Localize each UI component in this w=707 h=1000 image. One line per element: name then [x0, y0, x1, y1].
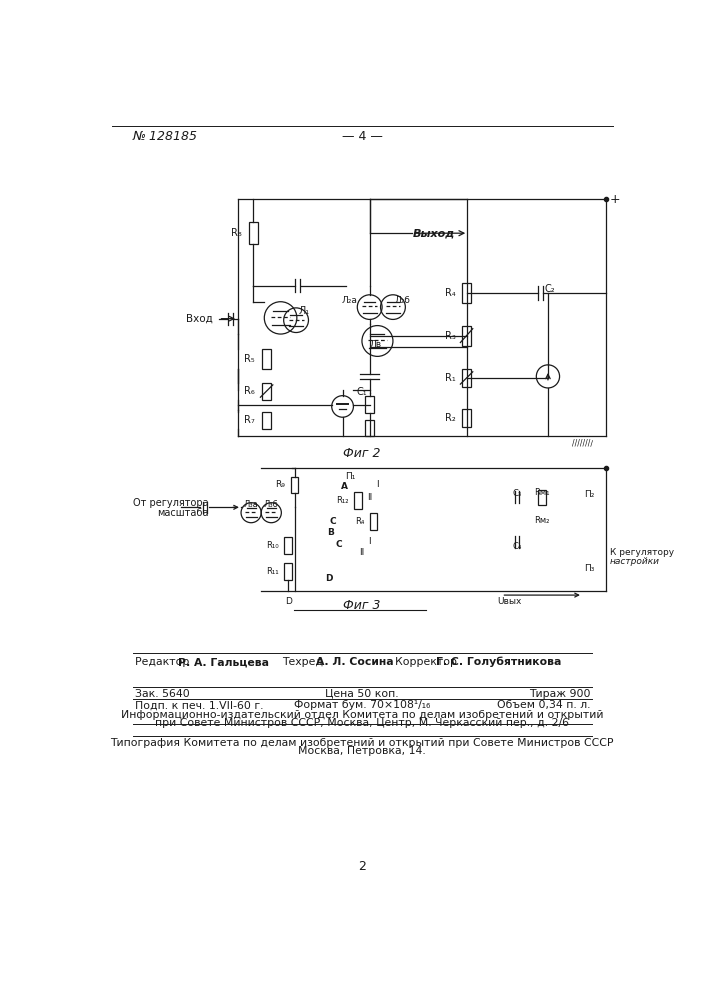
- Text: Лв: Лв: [370, 340, 382, 349]
- Text: II: II: [367, 493, 373, 502]
- Text: D: D: [285, 597, 292, 606]
- Text: Редактор: Редактор: [135, 657, 193, 667]
- Bar: [366, 396, 374, 413]
- Text: П₂: П₂: [584, 490, 594, 499]
- Text: Л₃б: Л₃б: [264, 500, 279, 509]
- Bar: [462, 283, 471, 303]
- Bar: [370, 513, 378, 530]
- Text: масштаба: масштаба: [157, 508, 209, 518]
- Text: R₄: R₄: [445, 288, 456, 298]
- Text: От регулятора: От регулятора: [133, 498, 209, 508]
- Text: I: I: [376, 480, 379, 489]
- Text: Объем 0,34 п. л.: Объем 0,34 п. л.: [497, 700, 590, 710]
- Text: D: D: [325, 574, 332, 583]
- Bar: [366, 420, 374, 436]
- Text: Л₂а: Л₂а: [341, 296, 357, 305]
- Text: Корректор: Корректор: [395, 657, 460, 667]
- Text: Типография Комитета по делам изобретений и открытий при Совете Министров СССР: Типография Комитета по делам изобретений…: [110, 738, 614, 748]
- Bar: [291, 477, 298, 493]
- Bar: [262, 349, 271, 369]
- Text: R₂: R₂: [445, 413, 456, 423]
- Text: +: +: [610, 193, 621, 206]
- Text: R₄: R₄: [355, 517, 364, 526]
- Text: R₃: R₃: [445, 331, 456, 341]
- Text: Г. С. Голубятникова: Г. С. Голубятникова: [436, 657, 562, 667]
- Text: R₁: R₁: [445, 373, 456, 383]
- Bar: [284, 537, 292, 554]
- Text: Вход: Вход: [187, 314, 213, 324]
- Text: Формат бум. 70×108¹/₁₆: Формат бум. 70×108¹/₁₆: [294, 700, 430, 710]
- Text: R₁₁: R₁₁: [267, 567, 279, 576]
- Text: настройки: настройки: [610, 557, 660, 566]
- Bar: [354, 492, 362, 509]
- Text: Rм₂: Rм₂: [534, 516, 549, 525]
- Text: C₂: C₂: [544, 284, 555, 294]
- Text: Л₁: Л₁: [298, 306, 310, 316]
- Text: Информационно-издательский отдел Комитета по делам изобретений и открытий: Информационно-издательский отдел Комитет…: [121, 710, 603, 720]
- Bar: [262, 412, 271, 429]
- Text: Л₃а: Л₃а: [244, 500, 259, 509]
- Text: R₈: R₈: [231, 228, 242, 238]
- Text: A: A: [341, 482, 349, 491]
- Text: Л₂б: Л₂б: [395, 296, 410, 305]
- Text: — 4 —: — 4 —: [341, 130, 382, 143]
- Bar: [462, 409, 471, 427]
- Text: C₄: C₄: [513, 542, 522, 551]
- Text: Фиг 2: Фиг 2: [343, 447, 380, 460]
- Text: П₁: П₁: [345, 472, 356, 481]
- Text: П₃: П₃: [584, 564, 594, 573]
- Text: Зак. 5640: Зак. 5640: [135, 689, 189, 699]
- Text: при Совете Министров СССР, Москва, Центр, М. Черкасский пер., д. 2/6: при Совете Министров СССР, Москва, Центр…: [155, 718, 569, 728]
- Text: R₁₂: R₁₂: [337, 496, 349, 505]
- Text: C: C: [335, 540, 342, 549]
- Text: А. Л. Сосина: А. Л. Сосина: [316, 657, 394, 667]
- Text: Р. А. Гальцева: Р. А. Гальцева: [177, 657, 269, 667]
- Text: Цена 50 коп.: Цена 50 коп.: [325, 689, 399, 699]
- Text: Москва, Петровка, 14.: Москва, Петровка, 14.: [298, 746, 426, 756]
- Text: Подп. к печ. 1.VII-60 г.: Подп. к печ. 1.VII-60 г.: [135, 700, 264, 710]
- Text: R₆: R₆: [244, 386, 255, 396]
- Bar: [538, 490, 546, 505]
- Text: ///////∕: ///////∕: [573, 438, 593, 447]
- Text: II: II: [359, 548, 365, 557]
- Bar: [284, 563, 292, 580]
- Text: № 128185: № 128185: [132, 130, 197, 143]
- Text: C: C: [329, 517, 336, 526]
- Text: Uвых: Uвых: [498, 597, 522, 606]
- Text: Техред: Техред: [282, 657, 327, 667]
- Text: Тираж 900: Тираж 900: [529, 689, 590, 699]
- Bar: [262, 383, 271, 400]
- Text: R₉: R₉: [275, 480, 285, 489]
- Text: R₇: R₇: [244, 415, 255, 425]
- Text: R₅: R₅: [245, 354, 255, 364]
- Text: Rм₁: Rм₁: [534, 488, 549, 497]
- Bar: [249, 222, 258, 244]
- Text: К регулятору: К регулятору: [610, 548, 674, 557]
- Text: 2: 2: [358, 860, 366, 873]
- Text: Выход: Выход: [412, 228, 455, 238]
- Bar: [462, 326, 471, 346]
- Text: C₃: C₃: [513, 489, 522, 498]
- Text: I: I: [368, 537, 371, 546]
- Text: R₁₀: R₁₀: [267, 541, 279, 550]
- Text: C₁: C₁: [357, 387, 368, 397]
- Bar: [462, 369, 471, 387]
- Text: B: B: [327, 528, 334, 537]
- Text: Фиг 3: Фиг 3: [343, 599, 380, 612]
